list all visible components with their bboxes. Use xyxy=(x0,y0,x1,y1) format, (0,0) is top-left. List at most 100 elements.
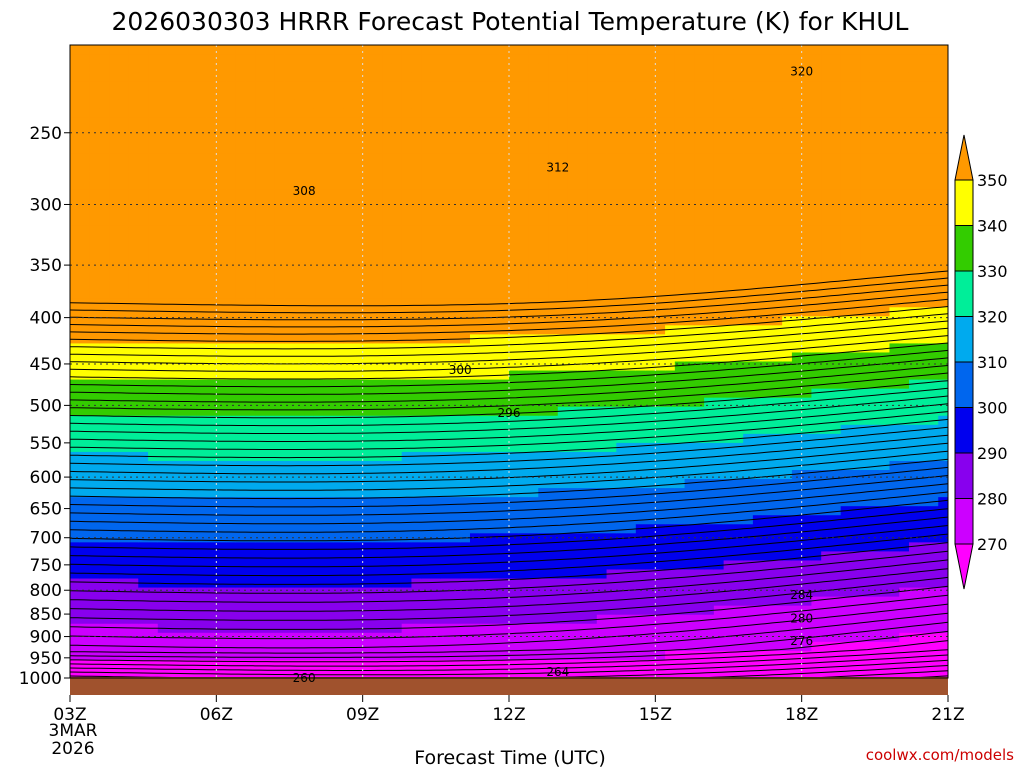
contour-fill-cell xyxy=(440,126,452,137)
contour-fill-cell xyxy=(343,470,354,480)
contour-fill-cell xyxy=(518,605,530,616)
contour-fill-cell xyxy=(177,45,188,55)
contour-fill-cell xyxy=(187,271,198,281)
contour-fill-cell xyxy=(509,352,520,363)
contour-fill-cell xyxy=(694,225,705,236)
contour-fill-cell xyxy=(99,488,110,498)
contour-fill-cell xyxy=(274,126,286,137)
contour-fill-cell xyxy=(557,153,569,164)
contour-fill-cell xyxy=(343,388,354,399)
contour-fill-cell xyxy=(128,334,139,345)
contour-fill-cell xyxy=(313,289,325,299)
contour-fill-cell xyxy=(304,126,315,137)
contour-fill-cell xyxy=(128,424,139,435)
contour-fill-cell xyxy=(645,117,656,127)
contour-fill-cell xyxy=(577,198,588,209)
contour-fill-cell xyxy=(265,623,276,634)
contour-fill-cell xyxy=(723,153,734,164)
contour-fill-cell xyxy=(138,153,149,164)
contour-fill-cell xyxy=(196,370,208,381)
contour-fill-cell xyxy=(118,515,130,525)
contour-fill-cell xyxy=(752,488,764,498)
contour-fill-cell xyxy=(499,596,510,607)
contour-fill-cell xyxy=(206,262,217,272)
contour-fill-cell xyxy=(177,117,188,127)
contour-fill-cell xyxy=(430,189,442,200)
contour-fill-cell xyxy=(382,144,393,155)
contour-fill-cell xyxy=(187,515,198,525)
contour-fill-cell xyxy=(118,334,130,345)
contour-fill-cell xyxy=(518,90,530,100)
contour-fill-cell xyxy=(626,650,637,661)
contour-fill-cell xyxy=(499,180,510,191)
contour-fill-cell xyxy=(245,271,256,281)
contour-fill-cell xyxy=(548,189,559,200)
contour-fill-cell xyxy=(606,307,617,317)
contour-fill-cell xyxy=(352,252,364,263)
contour-fill-cell xyxy=(391,460,403,471)
contour-fill-cell xyxy=(528,307,539,317)
contour-fill-cell xyxy=(606,180,617,191)
contour-fill-cell xyxy=(684,442,695,453)
contour-fill-cell xyxy=(723,198,734,209)
contour-fill-cell xyxy=(518,171,530,182)
contour-fill-cell xyxy=(255,289,266,299)
contour-fill-cell xyxy=(499,343,510,354)
contour-fill-cell xyxy=(489,63,500,73)
contour-fill-cell xyxy=(138,406,149,417)
contour-fill-cell xyxy=(177,397,188,408)
contour-fill-cell xyxy=(401,225,413,236)
contour-fill-cell xyxy=(684,334,695,345)
contour-fill-cell xyxy=(284,650,295,661)
contour-fill-cell xyxy=(635,569,647,580)
contour-fill-cell xyxy=(548,180,559,191)
contour-fill-cell xyxy=(762,216,773,227)
contour-fill-cell xyxy=(255,406,266,417)
contour-fill-cell xyxy=(70,144,81,155)
contour-fill-cell xyxy=(469,623,481,634)
contour-fill-cell xyxy=(421,289,432,299)
contour-fill-cell xyxy=(674,470,686,480)
contour-fill-cell xyxy=(411,352,422,363)
contour-fill-cell xyxy=(538,153,549,164)
contour-fill-cell xyxy=(333,144,344,155)
contour-fill-cell xyxy=(450,144,461,155)
contour-fill-cell xyxy=(762,234,773,245)
contour-fill-cell xyxy=(323,596,334,607)
contour-fill-cell xyxy=(557,442,569,453)
contour-fill-cell xyxy=(128,361,139,372)
contour-fill-cell xyxy=(245,632,256,643)
contour-fill-cell xyxy=(382,370,393,381)
contour-fill-cell xyxy=(538,605,549,616)
contour-fill-cell xyxy=(587,108,598,118)
contour-fill-cell xyxy=(216,90,227,100)
contour-fill-cell xyxy=(469,533,481,543)
contour-fill-cell xyxy=(99,406,110,417)
contour-fill-cell xyxy=(626,108,637,118)
contour-fill-cell xyxy=(323,506,334,516)
contour-fill-cell xyxy=(665,578,676,589)
contour-fill-cell xyxy=(274,117,286,127)
contour-fill-cell xyxy=(245,171,256,182)
contour-fill-cell xyxy=(148,433,159,444)
contour-fill-cell xyxy=(177,515,188,525)
contour-fill-cell xyxy=(235,271,247,281)
contour-fill-cell xyxy=(148,252,159,263)
contour-fill-cell xyxy=(138,198,149,209)
contour-fill-cell xyxy=(616,243,627,254)
contour-fill-cell xyxy=(752,515,764,525)
contour-fill-cell xyxy=(567,271,578,281)
contour-fill-cell xyxy=(674,352,686,363)
contour-fill-cell xyxy=(128,596,139,607)
contour-fill-cell xyxy=(70,45,81,55)
contour-fill-cell xyxy=(635,460,647,471)
contour-fill-cell xyxy=(743,325,754,335)
contour-fill-cell xyxy=(460,216,471,227)
contour-fill-cell xyxy=(206,506,217,516)
contour-fill-cell xyxy=(489,632,500,643)
contour-fill-cell xyxy=(762,117,773,127)
contour-fill-cell xyxy=(343,280,354,290)
contour-fill-cell xyxy=(469,289,481,299)
contour-fill-cell xyxy=(606,325,617,335)
contour-fill-cell xyxy=(128,135,139,146)
